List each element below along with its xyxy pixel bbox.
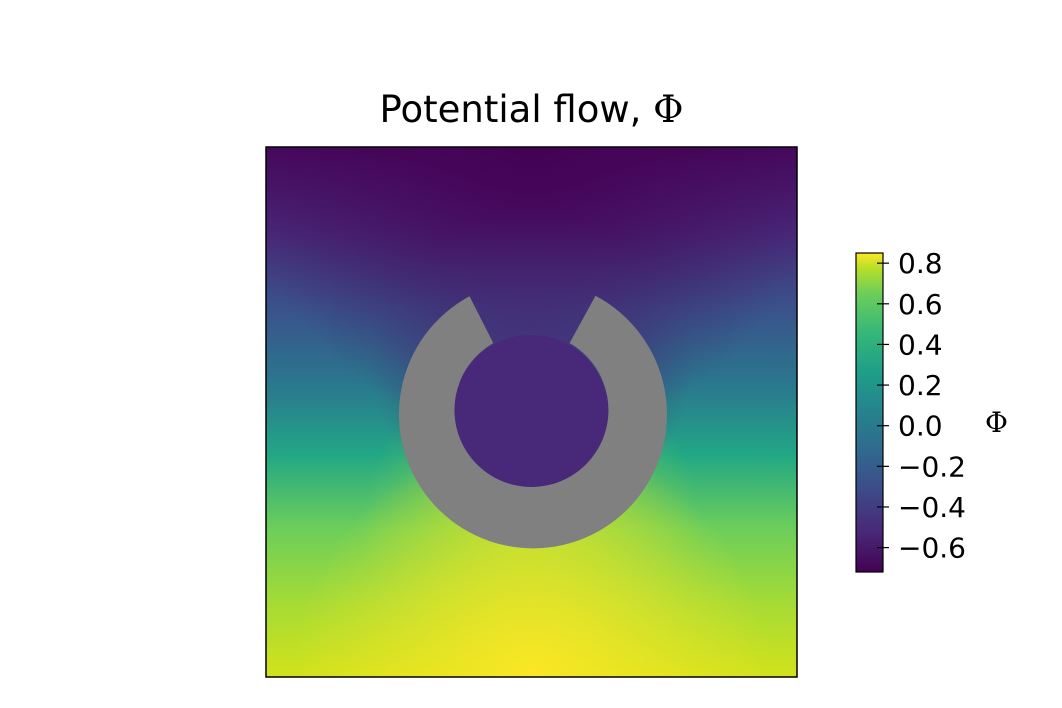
colorbar-tick-label: 0.2 [898,369,943,402]
ring-interior [453,335,609,491]
chart-title: Potential flow, Φ [266,88,797,131]
plot-frame [265,146,798,678]
colorbar-tick-label: −0.4 [898,491,966,524]
colorbar [855,252,884,573]
colorbar-tick-label: 0.0 [898,410,943,443]
colorbar-tick-label: −0.6 [898,532,966,565]
colorbar-ticks: 0.8 0.6 0.4 0.2 0.0 −0.2 −0.4 −0.6 [877,247,966,565]
colorbar-tick-label: −0.2 [898,450,966,483]
field-heatmap [266,147,797,677]
colorbar-tick-label: 0.4 [898,328,943,361]
colorbar-tick-label: 0.6 [898,288,943,321]
colorbar-tick-label: 0.8 [898,247,943,280]
colorbar-label: Φ [985,406,1008,439]
obstacle-ring [398,295,667,549]
chart-title-text: Potential flow, [379,88,654,131]
chart-title-symbol: Φ [653,88,684,131]
